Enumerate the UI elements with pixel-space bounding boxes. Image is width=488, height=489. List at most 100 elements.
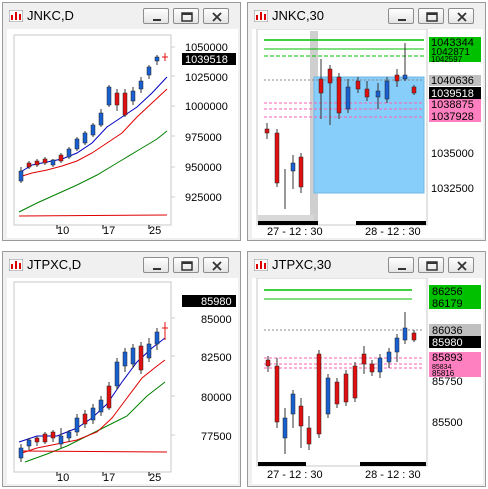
candles (265, 312, 417, 454)
restore-button[interactable] (173, 8, 199, 24)
chart-window-jtpxc-30min[interactable]: JTPXC,30 (247, 251, 486, 487)
price-axis-label: 85750 (432, 376, 463, 388)
price-tag (429, 56, 481, 62)
price-tag (429, 324, 481, 336)
price-tag (429, 75, 481, 86)
current-price-tag (429, 336, 481, 348)
window-title: JTPXC,D (27, 257, 82, 272)
window-title: JNKC,D (27, 8, 74, 23)
daily-chart-svg[interactable]: 85980 85000 82500 80000 77500 (7, 278, 238, 484)
date-axis-label: 27 - 12 : 30 (267, 469, 323, 481)
date-axis-label: 25 (149, 225, 161, 237)
chart-area[interactable]: 86256 86179 86036 85980 85893 85834 8581… (252, 277, 483, 484)
session-bar (258, 221, 318, 225)
price-axis-label: 1050000 (185, 42, 228, 54)
price-tag (429, 37, 481, 47)
chart-app-icon (9, 10, 23, 22)
window-titlebar[interactable]: JTPXC,D (3, 252, 240, 278)
price-axis-label: 77500 (201, 431, 232, 443)
close-button[interactable] (203, 8, 229, 24)
restore-icon (181, 12, 193, 22)
price-tag (429, 110, 481, 122)
price-tag (429, 363, 481, 369)
minimize-button[interactable] (143, 257, 169, 273)
date-axis-label: 27 - 12 : 30 (267, 226, 323, 238)
chart-app-icon (9, 259, 23, 271)
window-title: JTPXC,30 (272, 257, 332, 272)
close-button[interactable] (448, 257, 474, 273)
zone-shadow (258, 215, 314, 221)
price-axis-label: 85000 (201, 314, 232, 326)
price-tag-label: 1043344 (431, 37, 474, 49)
session-bar (258, 462, 306, 466)
minimize-icon (153, 19, 161, 21)
date-axis-label: 28 - 12 : 30 (365, 469, 421, 481)
price-axis-label: 925000 (185, 192, 222, 204)
chart-app-icon (254, 259, 268, 271)
minimize-button[interactable] (388, 8, 414, 24)
close-icon (212, 261, 222, 271)
price-axis-label: 85500 (432, 417, 463, 429)
price-tag (429, 352, 481, 363)
price-tag (429, 297, 481, 309)
price-tag-label: 85893 (432, 352, 463, 364)
intraday-chart-svg[interactable]: 1043344 1042871 1042597 1040636 1039518 … (252, 28, 483, 238)
ma-mid-line (18, 359, 166, 455)
price-axis-label: 1025000 (185, 72, 228, 84)
chart-window-jnkc-30min[interactable]: JNKC,30 (247, 2, 486, 241)
window-title: JNKC,30 (272, 8, 325, 23)
price-tag (429, 47, 481, 56)
chart-area[interactable]: 1043344 1042871 1042597 1040636 1039518 … (252, 28, 483, 238)
ma-slow-line (24, 381, 166, 463)
window-titlebar[interactable]: JNKC,D (3, 3, 240, 29)
price-tag-label: 1040636 (431, 75, 474, 87)
price-tag-label: 86256 (432, 286, 463, 298)
minimize-button[interactable] (388, 257, 414, 273)
minimize-button[interactable] (143, 8, 169, 24)
current-price-label: 85980 (201, 296, 232, 308)
date-axis-label: 28 - 12 : 30 (365, 226, 421, 238)
price-axis-label: 80000 (201, 392, 232, 404)
minimize-icon (153, 268, 161, 270)
close-icon (212, 12, 222, 22)
current-price-label: 1039518 (185, 54, 228, 66)
current-price-tag (182, 295, 236, 307)
chart-area[interactable]: 85980 85000 82500 80000 77500 (7, 278, 238, 484)
session-bar (356, 221, 426, 225)
close-button[interactable] (203, 257, 229, 273)
intraday-chart-svg[interactable]: 86256 86179 86036 85980 85893 85834 8581… (252, 277, 483, 484)
restore-button[interactable] (418, 257, 444, 273)
restore-button[interactable] (173, 257, 199, 273)
price-axis-label: 1035000 (431, 148, 474, 160)
date-axis-label: 17 (103, 472, 115, 484)
candles (18, 53, 168, 183)
session-bar (360, 462, 426, 466)
date-axis-label: 25 (149, 472, 161, 484)
restore-icon (181, 261, 193, 271)
restore-icon (426, 12, 438, 22)
chart-area[interactable]: 1050000 1025000 1000000 975000 950000 92… (7, 29, 238, 238)
minimize-icon (398, 19, 406, 21)
current-price-tag (429, 87, 481, 99)
restore-button[interactable] (418, 8, 444, 24)
price-axis-label: 82500 (201, 352, 232, 364)
price-axis-label: 975000 (185, 132, 222, 144)
daily-chart-svg[interactable]: 1050000 1025000 1000000 975000 950000 92… (7, 29, 238, 238)
date-axis-label: 10 (57, 225, 69, 237)
chart-window-jnkc-daily[interactable]: JNKC,D 1050000 1025000 1000000 975000 95… (2, 2, 241, 241)
close-icon (457, 12, 467, 22)
ma-flat-line (18, 214, 168, 217)
ma-flat-line (18, 450, 168, 453)
close-button[interactable] (448, 8, 474, 24)
chart-window-jtpxc-daily[interactable]: JTPXC,D 85980 85000 82500 80000 77500 (2, 251, 241, 487)
current-price-label: 1039518 (431, 88, 474, 100)
window-titlebar[interactable]: JTPXC,30 (248, 252, 485, 278)
current-price-label: 85980 (432, 337, 463, 349)
date-axis-label: 17 (103, 225, 115, 237)
window-titlebar[interactable]: JNKC,30 (248, 3, 485, 29)
price-tag (429, 99, 481, 110)
current-price-tag (182, 53, 236, 65)
price-axis-label: 1032500 (431, 183, 474, 195)
ma-slow-line (18, 130, 168, 213)
price-tag-label: 1042597 (431, 55, 463, 64)
